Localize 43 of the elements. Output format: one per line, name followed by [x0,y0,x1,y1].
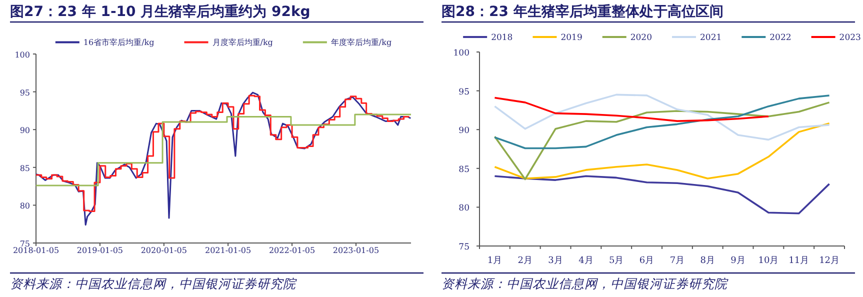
x-tick-label: 10月 [758,256,779,266]
x-tick-label: 2018-01-05 [12,246,60,255]
y-tick-label: 100 [453,48,470,58]
text: 资料来源：中国农业信息网，中国银河证券研究院 [10,276,297,291]
x-tick-label: 2月 [518,256,532,266]
legend-label: 2022 [770,33,792,43]
legend-label: 2023 [839,33,861,43]
y-tick-label: 100 [14,50,30,60]
y-tick-label: 75 [20,240,30,248]
chart-title: 图28：23 年生猪宰后均重整体处于高位区间 [442,3,724,20]
x-tick-label: 7月 [670,256,685,266]
x-tick-label: 11月 [788,256,810,266]
legend-label: 16省市宰后均重/kg [83,38,154,47]
x-tick-label: 4月 [578,256,594,266]
y-tick-label: 85 [458,164,470,175]
y-tick-label: 90 [458,126,470,136]
x-tick-label: 1月 [487,256,502,266]
x-tick-label: 2020-01-05 [140,246,187,255]
y-tick-label: 95 [20,88,30,98]
y-tick-label: 85 [20,164,30,173]
x-tick-label: 2021-01-05 [204,246,252,255]
x-tick-label: 6月 [639,256,654,266]
chart-title: 图27：23 年 1-10 月生猪宰后均重约为 92kg [10,3,310,20]
x-tick-label: 12月 [819,256,840,266]
legend-label: 年度宰后均重/kg [330,38,392,47]
x-tick-label: 2019-01-05 [76,246,124,255]
y-tick-label: 80 [20,202,30,211]
y-tick-label: 80 [458,204,470,214]
y-tick-label: 90 [20,126,30,136]
legend-label: 2021 [700,33,722,43]
x-tick-label: 2022-01-05 [268,246,316,255]
x-tick-label: 3月 [548,256,563,266]
x-tick-label: 9月 [730,256,746,266]
text: 资料来源：中国农业信息网，中国银河证券研究院 [442,276,728,291]
legend-label: 2020 [630,33,652,43]
x-tick-label: 2023-01-05 [332,246,380,255]
legend-label: 月度宰后均重/kg [212,38,273,47]
legend-label: 2019 [560,33,582,43]
y-tick-label: 75 [458,242,470,252]
legend-label: 2018 [491,33,513,43]
x-tick-label: 5月 [609,256,624,266]
y-tick-label: 95 [458,87,470,98]
x-tick-label: 8月 [700,256,715,266]
